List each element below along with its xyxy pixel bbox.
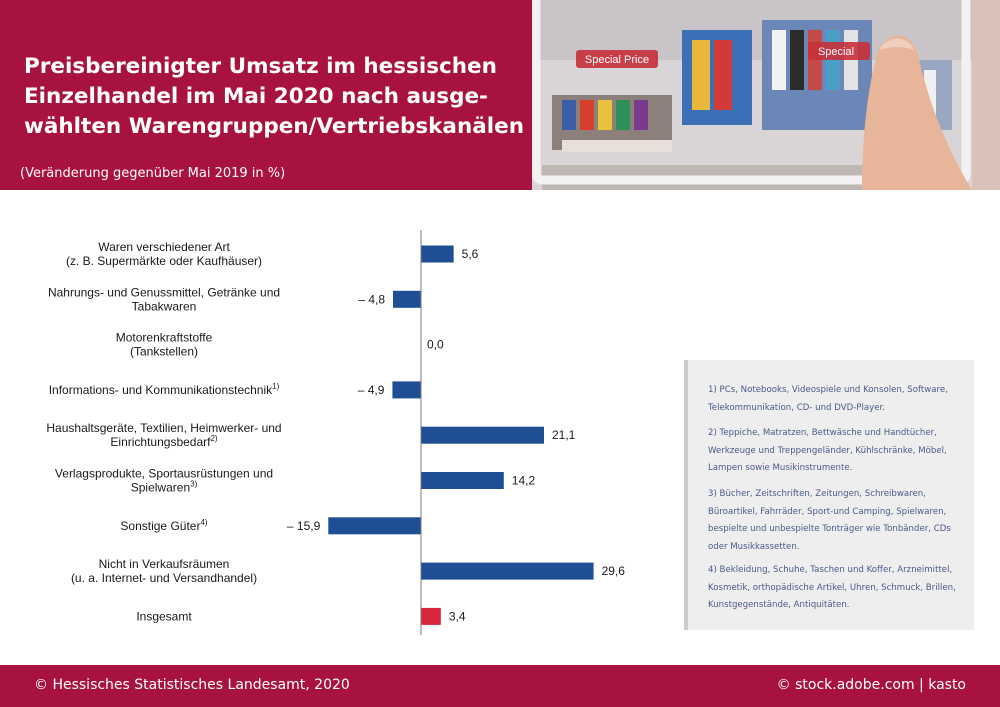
bar [393,290,421,308]
value-label: 3,4 [449,609,466,623]
category-label: Verlagsprodukte, Sportausrüstungen und Sp… [55,467,273,495]
value-label: 29,6 [602,564,626,578]
value-label: – 15,9 [287,519,321,533]
bar [328,517,421,535]
category-label: Waren verschiedener Art (z. B. Supermärkt… [66,240,262,268]
bar [421,562,594,580]
category-label: Haushaltsgeräte, Textilien, Heimwerker- … [46,421,281,449]
value-label: – 4,8 [358,292,385,306]
photo-tag: Special Price [585,54,649,66]
title-line: Einzelhandel im Mai 2020 nach ausge- [24,84,488,109]
bar-total [421,607,441,625]
header-photo: Special Price Special [532,0,1000,190]
category-label: Nicht in Verkaufsräumen (u. a. Internet- … [71,557,257,585]
value-labels: 5,6 – 4,8 0,0 – 4,9 21,1 14,2 – 15,9 29,6 3,4 [287,247,625,623]
footer-bar: © Hessisches Statistisches Landesamt, 20… [0,665,1000,707]
chart-subtitle: (Veränderung gegenüber Mai 2019 in %) [20,166,286,181]
category-label: Insgesamt [136,609,192,623]
footnotes-box: 1) PCs, Notebooks, Videospiele und Konso… [684,360,974,630]
value-label: 14,2 [512,474,536,488]
footnote-4: 4) Bekleidung, Schuhe, Taschen und Koffe… [708,565,956,610]
category-label: Informations- und Kommunikationstechnik1… [49,382,280,397]
category-label: Sonstige Güter4) [120,518,207,533]
bar [421,472,504,489]
value-label: 5,6 [462,247,479,261]
value-label: 21,1 [552,428,576,442]
bar [421,426,545,444]
bars-group [328,245,594,625]
footnotes-accent [684,360,688,630]
copyright-photo: © stock.adobe.com | kasto [776,677,966,693]
footnote-1: 1) PCs, Notebooks, Videospiele und Konso… [708,385,948,413]
chart-canvas: Waren verschiedener Art (z. B. Supermärkt… [46,230,625,635]
photo-tag: Special [818,46,854,58]
bar [392,381,421,399]
category-labels: Waren verschiedener Art (z. B. Supermärkt… [46,240,281,623]
footnote-2: 2) Teppiche, Matratzen, Bettwäsche und H… [708,428,947,473]
category-label: Motorenkraftstoffe (Tankstellen) [116,331,213,359]
header-banner: Preisbereinigter Umsatz im hessischen Ei… [0,0,1000,190]
title-line: Preisbereinigter Umsatz im hessischen [24,54,497,79]
category-label: Nahrungs- und Genussmittel, Getränke und… [48,285,280,313]
footnote-3: 3) Bücher, Zeitschriften, Zeitungen, Sch… [708,489,951,552]
copyright-source: © Hessisches Statistisches Landesamt, 20… [34,677,350,693]
bar-chart: Waren verschiedener Art (z. B. Supermärkt… [0,190,680,660]
title-line: wählten Warengruppen/Vertriebskanälen [24,114,525,139]
value-label: 0,0 [427,338,444,352]
page-title: Preisbereinigter Umsatz im hessischen Ei… [24,52,524,142]
value-label: – 4,9 [358,383,385,397]
bar [421,245,454,263]
